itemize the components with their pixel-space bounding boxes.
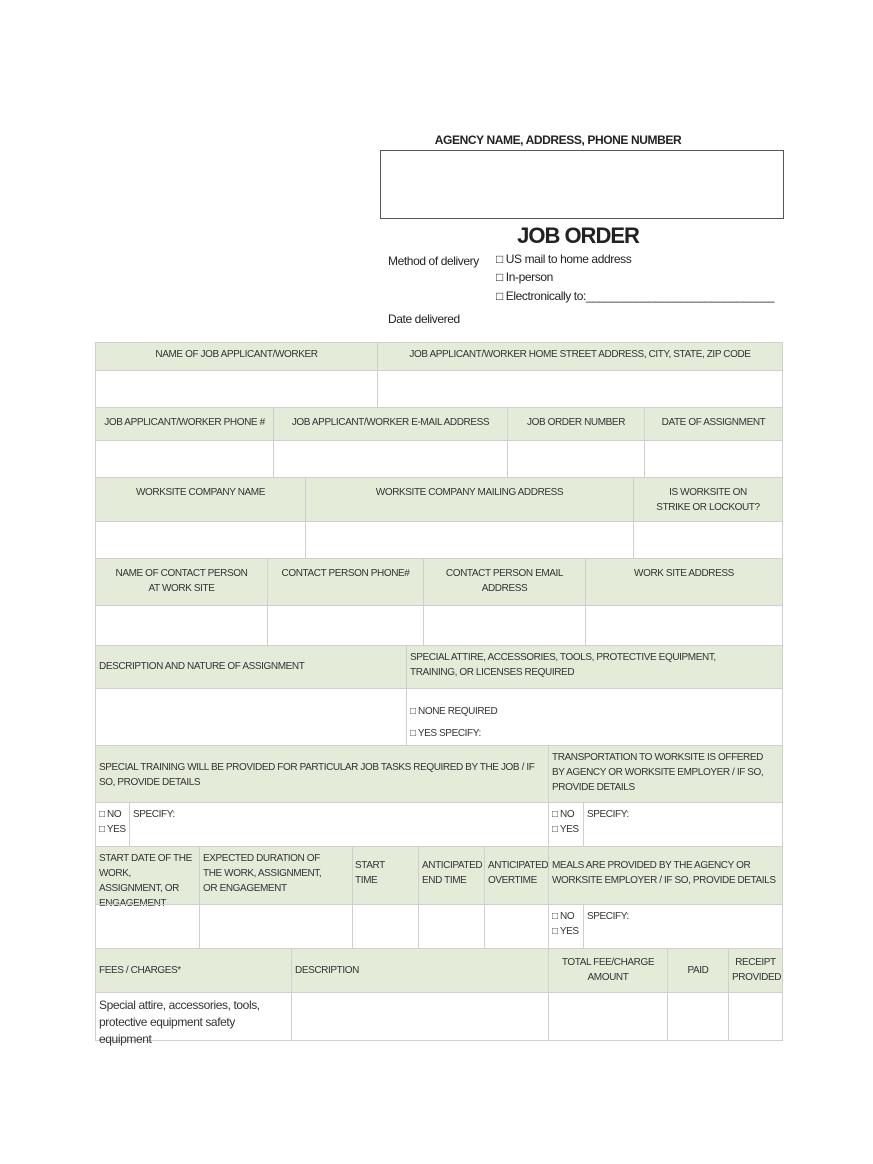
header-job-order-number: JOB ORDER NUMBER xyxy=(507,407,645,441)
field-contact-person-phone[interactable] xyxy=(267,605,424,646)
field-start-date[interactable] xyxy=(95,904,200,949)
header-work-site-address: WORK SITE ADDRESS xyxy=(585,558,783,606)
header-worksite-company-name: WORKSITE COMPANY NAME xyxy=(95,477,306,522)
field-worksite-mailing-address[interactable] xyxy=(305,521,634,559)
header-applicant-phone: JOB APPLICANT/WORKER PHONE # xyxy=(95,407,274,441)
header-start-date: START DATE OF THE WORK, ASSIGNMENT, OR E… xyxy=(95,846,200,909)
training-yes-no: □ NO □ YES xyxy=(95,802,130,847)
field-strike-lockout[interactable] xyxy=(633,521,783,559)
header-worksite-mailing-address: WORKSITE COMPANY MAILING ADDRESS xyxy=(305,477,634,522)
checkbox-none-required[interactable]: □ NONE REQUIRED xyxy=(410,706,498,717)
agency-box[interactable] xyxy=(380,150,784,219)
field-worksite-company-name[interactable] xyxy=(95,521,306,559)
meals-yes-no: □ NO □ YES xyxy=(548,904,584,949)
header-applicant-address: JOB APPLICANT/WORKER HOME STREET ADDRESS… xyxy=(377,342,783,371)
field-fee-amount[interactable] xyxy=(548,992,668,1041)
header-start-time: START TIME xyxy=(352,846,419,905)
header-fees-charges: FEES / CHARGES* xyxy=(95,948,292,993)
field-fee-paid[interactable] xyxy=(667,992,729,1041)
fee-row-label: Special attire, accessories, tools, prot… xyxy=(95,992,292,1046)
checkbox-training-yes[interactable]: □ YES xyxy=(99,824,126,835)
header-total-fee: TOTAL FEE/CHARGE AMOUNT xyxy=(548,948,668,993)
checkbox-meals-no[interactable]: □ NO xyxy=(552,911,575,922)
field-job-order-number[interactable] xyxy=(507,440,645,478)
header-strike-lockout: IS WORKSITE ON STRIKE OR LOCKOUT? xyxy=(633,477,783,522)
field-fee-description[interactable] xyxy=(291,992,549,1041)
field-fee-receipt[interactable] xyxy=(728,992,783,1041)
date-delivered-label: Date delivered xyxy=(388,312,460,326)
header-special-attire: SPECIAL ATTIRE, ACCESSORIES, TOOLS, PROT… xyxy=(406,645,783,689)
field-training-specify[interactable]: SPECIFY: xyxy=(129,802,549,847)
header-applicant-email: JOB APPLICANT/WORKER E-MAIL ADDRESS xyxy=(273,407,508,441)
field-applicant-email[interactable] xyxy=(273,440,508,478)
header-end-time: ANTICIPATED END TIME xyxy=(418,846,485,905)
field-start-time[interactable] xyxy=(352,904,419,949)
header-assignment-description: DESCRIPTION AND NATURE OF ASSIGNMENT xyxy=(95,645,407,689)
page-title: JOB ORDER xyxy=(517,223,640,248)
delivery-label: Method of delivery xyxy=(388,254,479,268)
checkbox-transport-no[interactable]: □ NO xyxy=(552,809,575,820)
checkbox-transport-yes[interactable]: □ YES xyxy=(552,824,579,835)
field-date-of-assignment[interactable] xyxy=(644,440,783,478)
checkbox-meals-yes[interactable]: □ YES xyxy=(552,926,579,937)
header-applicant-name: NAME OF JOB APPLICANT/WORKER xyxy=(95,342,378,371)
special-attire-options: □ NONE REQUIRED □ YES SPECIFY: xyxy=(406,688,783,746)
header-date-of-assignment: DATE OF ASSIGNMENT xyxy=(644,407,783,441)
field-meals-specify[interactable]: SPECIFY: xyxy=(583,904,783,949)
field-contact-person-email[interactable] xyxy=(423,605,586,646)
header-receipt-provided: RECEIPT PROVIDED xyxy=(728,948,783,993)
checkbox-training-no[interactable]: □ NO xyxy=(99,809,122,820)
header-contact-person-phone: CONTACT PERSON PHONE# xyxy=(267,558,424,606)
field-overtime[interactable] xyxy=(484,904,549,949)
field-contact-person-name[interactable] xyxy=(95,605,268,646)
header-overtime: ANTICIPATED OVERTIME xyxy=(484,846,549,905)
field-applicant-phone[interactable] xyxy=(95,440,274,478)
header-special-training: SPECIAL TRAINING WILL BE PROVIDED FOR PA… xyxy=(95,745,549,803)
header-expected-duration: EXPECTED DURATION OF THE WORK, ASSIGNMEN… xyxy=(199,846,353,905)
transport-yes-no: □ NO □ YES xyxy=(548,802,584,847)
field-work-site-address[interactable] xyxy=(585,605,783,646)
field-applicant-name[interactable] xyxy=(95,370,378,408)
header-contact-person-email: CONTACT PERSON EMAIL ADDRESS xyxy=(423,558,586,606)
field-assignment-description[interactable] xyxy=(95,688,407,746)
header-transportation: TRANSPORTATION TO WORKSITE IS OFFERED BY… xyxy=(548,745,783,803)
checkbox-yes-specify[interactable]: □ YES SPECIFY: xyxy=(410,728,481,739)
header-description: DESCRIPTION xyxy=(291,948,549,993)
header-paid: PAID xyxy=(667,948,729,993)
field-expected-duration[interactable] xyxy=(199,904,353,949)
delivery-option-in-person[interactable]: □ In-person xyxy=(496,270,553,284)
header-contact-person-name: NAME OF CONTACT PERSON AT WORK SITE xyxy=(95,558,268,606)
field-end-time[interactable] xyxy=(418,904,485,949)
field-transport-specify[interactable]: SPECIFY: xyxy=(583,802,783,847)
delivery-option-mail[interactable]: □ US mail to home address xyxy=(496,252,632,266)
header-meals: MEALS ARE PROVIDED BY THE AGENCY OR WORK… xyxy=(548,846,783,905)
field-applicant-address[interactable] xyxy=(377,370,783,408)
agency-header: AGENCY NAME, ADDRESS, PHONE NUMBER xyxy=(434,133,682,147)
delivery-option-electronic[interactable]: □ Electronically to:____________________… xyxy=(496,289,775,303)
